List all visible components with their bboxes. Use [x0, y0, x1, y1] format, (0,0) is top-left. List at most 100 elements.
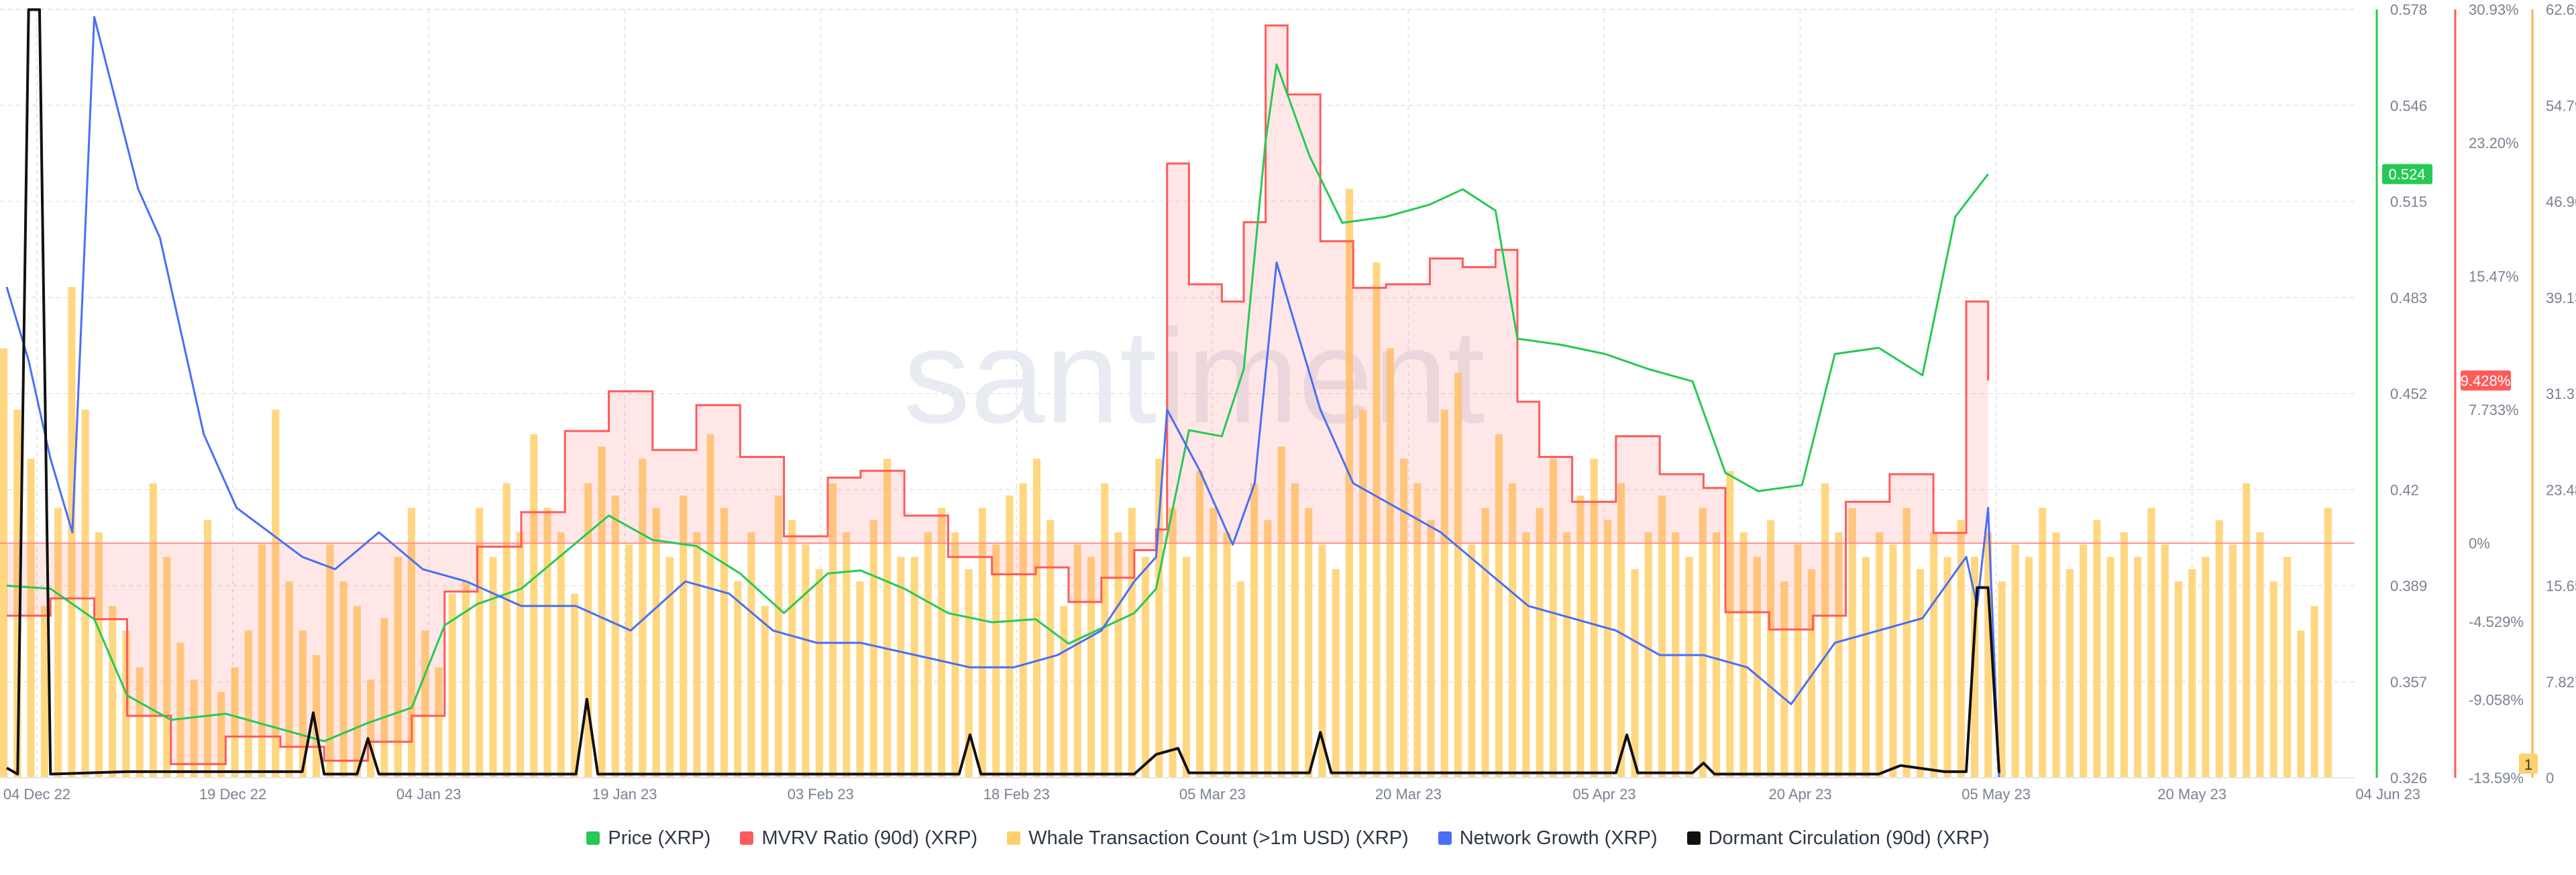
whale-bar [611, 495, 619, 778]
whale-bar [1984, 532, 1992, 778]
whale-bar [1386, 348, 1394, 778]
whale-bar [2147, 508, 2155, 778]
whale-bar [190, 679, 198, 778]
whale-bar [299, 630, 307, 778]
whale-bar [652, 508, 660, 778]
legend-item[interactable]: MVRV Ratio (90d) (XRP) [740, 827, 977, 850]
whale-bar [1536, 508, 1544, 778]
price-tick-label: 0.389 [2390, 578, 2427, 595]
whale-bar [2161, 544, 2169, 778]
whale-bar [978, 508, 986, 778]
series-lines [5, 8, 2000, 778]
whale-bar [639, 459, 647, 778]
whale-bar [2052, 532, 2060, 778]
whale-bar [1114, 532, 1122, 778]
x-tick-label: 19 Jan 23 [592, 786, 657, 803]
whale-bar [557, 532, 565, 778]
mvrv-tick-label: -4.529% [2469, 614, 2524, 630]
dormant-circulation-d-xrp-line [6, 8, 2000, 776]
legend-label: Dormant Circulation (90d) (XRP) [1708, 827, 1990, 849]
whale-bar [1522, 532, 1530, 778]
whale-bar [1046, 520, 1055, 778]
legend-swatch [1007, 831, 1021, 845]
whale-bar [1141, 557, 1150, 778]
mvrv-line [7, 24, 1990, 766]
mvrv-current-badge [2461, 370, 2511, 391]
whale-bar [1073, 544, 1081, 778]
x-tick-label: 05 May 23 [1962, 786, 2031, 803]
whale-bar [244, 630, 252, 778]
price-tick-label: 0.515 [2390, 194, 2427, 211]
whale-bar [109, 605, 117, 778]
whale-bar [1305, 508, 1313, 778]
whale-bar [149, 483, 158, 778]
whale-bar [1862, 557, 1870, 778]
legend-swatch [586, 831, 600, 845]
whale-bar [476, 508, 484, 778]
whale-bar [1169, 508, 1177, 778]
whale-bar [0, 348, 8, 778]
whale-bar [81, 409, 89, 778]
whale-bar [1767, 520, 1775, 778]
whale-bar [951, 532, 959, 778]
whale-bar [95, 532, 103, 778]
whale-bar [1617, 483, 1625, 778]
whale-bar [869, 520, 877, 778]
whale-bar [1753, 557, 1761, 778]
whale-bar [1399, 459, 1408, 778]
whale-bar [421, 630, 429, 778]
whale-bar [598, 446, 606, 778]
x-tick-label: 04 Jun 23 [2355, 786, 2420, 803]
whale-bar [1930, 532, 1938, 778]
whale-bar [176, 642, 184, 778]
whale-bar [2120, 532, 2128, 778]
whale-bar [1250, 483, 1258, 778]
whale-bar [1345, 188, 1354, 778]
whale-bar [706, 434, 714, 778]
whale-bar [1699, 508, 1707, 778]
whale-bar [1032, 459, 1041, 778]
whale-bar [1998, 581, 2006, 778]
whale-bar [258, 544, 266, 778]
whale-current-label: 1 [2524, 756, 2532, 773]
legend: Price (XRP) MVRV Ratio (90d) (XRP) Whale T… [0, 821, 2576, 855]
whale-bar [203, 520, 212, 778]
whale-bars [0, 188, 2332, 778]
legend-swatch [740, 831, 754, 845]
whale-bar [313, 654, 321, 778]
price-xrp-line [6, 63, 1989, 742]
whale-tick-label: 62.62 [2546, 1, 2576, 18]
whale-bar [1481, 508, 1489, 778]
legend-item[interactable]: Dormant Circulation (90d) (XRP) [1686, 827, 1990, 850]
whale-bar [2243, 483, 2251, 778]
whale-bar [693, 532, 701, 778]
whale-bar [326, 544, 334, 778]
whale-bar [1236, 581, 1244, 778]
whale-bar [665, 557, 674, 778]
whale-bar [231, 667, 239, 778]
legend-item[interactable]: Price (XRP) [586, 827, 710, 850]
legend-item[interactable]: Network Growth (XRP) [1438, 827, 1658, 850]
whale-tick-label: 31.31 [2546, 386, 2576, 402]
whale-bar [1603, 520, 1612, 778]
whale-bar [883, 459, 892, 778]
whale-bar [1359, 409, 1367, 778]
whale-bar [1509, 483, 1517, 778]
whale-bar [2174, 581, 2183, 778]
whale-bar [1957, 520, 1965, 778]
whale-tick-label: 23.482 [2546, 481, 2576, 498]
whale-tick-label: 15.655 [2546, 578, 2576, 595]
legend-item[interactable]: Whale Transaction Count (>1m USD) (XRP) [1007, 827, 1409, 850]
whale-bar [40, 605, 48, 778]
whale-bar [1182, 557, 1190, 778]
whale-bar [2065, 569, 2074, 778]
whale-bar [1563, 532, 1571, 778]
whale-bar [680, 495, 688, 778]
whale-bar [1658, 495, 1666, 778]
x-tick-label: 03 Feb 23 [788, 786, 854, 803]
whale-current-badge [2519, 754, 2538, 774]
whale-bar [802, 544, 810, 778]
whale-bar [448, 593, 456, 778]
whale-bar [1889, 544, 1897, 778]
whale-bar [774, 495, 783, 778]
